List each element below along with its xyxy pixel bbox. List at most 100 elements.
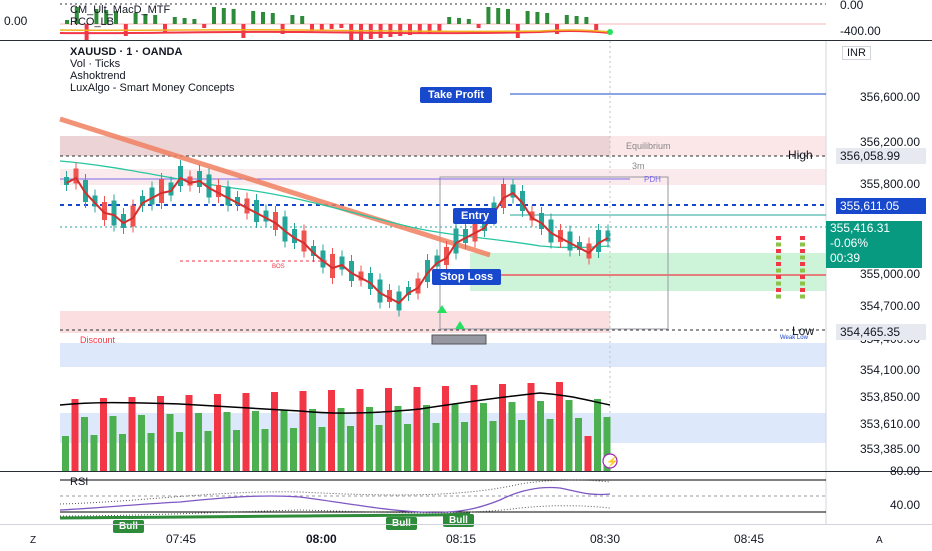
volume-bar	[423, 405, 430, 471]
volume-bar	[461, 422, 468, 471]
candle	[586, 237, 592, 265]
volume-bar	[318, 427, 326, 471]
candle	[396, 285, 402, 317]
signal-marker	[800, 268, 805, 273]
price-axis-label: 355,000.00	[859, 267, 920, 281]
pdh-label: PDH	[644, 175, 661, 184]
signal-marker	[800, 255, 805, 260]
candle	[244, 192, 250, 220]
discount-label: Discount	[80, 335, 116, 345]
macd-bar	[261, 12, 265, 24]
macd-bar	[212, 7, 216, 24]
macd-bar	[192, 19, 197, 24]
candle	[216, 179, 221, 203]
volume-bar	[90, 435, 98, 471]
macd-bar	[555, 24, 559, 34]
candle	[121, 208, 126, 234]
pane-divider[interactable]	[0, 471, 932, 472]
volume-bar	[442, 386, 449, 471]
macd-bar	[525, 11, 530, 24]
macd-bar	[329, 24, 334, 29]
price-chart[interactable]: ⚡	[0, 41, 932, 471]
macd-bar	[270, 13, 275, 24]
macd-bar	[584, 17, 589, 24]
volume-bar	[157, 396, 164, 471]
macd-bar	[104, 10, 109, 24]
macd-bar	[417, 24, 422, 34]
price-axis-label: 355,800.00	[859, 177, 920, 191]
macd-bar	[398, 24, 403, 36]
volume-bar	[185, 395, 193, 471]
bull-label: Bull	[443, 514, 474, 527]
candle	[178, 160, 183, 192]
volume-bar	[100, 398, 107, 471]
volume-bar	[575, 418, 582, 471]
volume-bar	[451, 404, 459, 471]
volume-bar	[204, 431, 212, 471]
signal-marker	[776, 255, 781, 260]
candle	[510, 178, 516, 204]
candle	[529, 205, 535, 227]
volume-bar	[508, 402, 516, 471]
candle	[168, 176, 174, 202]
candle	[520, 185, 525, 217]
time-axis[interactable]: Z A	[0, 524, 932, 551]
rsi-pane: RSI Bull Bull Bull 80.00 40.00	[0, 464, 932, 533]
candle	[273, 206, 278, 236]
volume-bar	[138, 415, 145, 471]
candle	[159, 173, 164, 209]
candle	[187, 170, 193, 192]
volume-bar	[109, 416, 117, 471]
entry-label[interactable]: Entry	[453, 208, 498, 224]
macd-bar	[594, 24, 599, 30]
rsi-title[interactable]: RSI	[70, 476, 89, 488]
volume-bar	[546, 419, 554, 471]
volume-bar	[556, 382, 563, 471]
signal-marker	[800, 236, 805, 240]
macd-bar	[457, 18, 461, 24]
candle	[64, 171, 69, 191]
legend-ashoktrend[interactable]: Ashoktrend	[70, 70, 126, 82]
volume-bar	[195, 413, 202, 471]
candle	[292, 223, 297, 249]
macd-bar	[427, 24, 432, 33]
legend-smc[interactable]: LuxAlgo - Smart Money Concepts	[70, 82, 235, 94]
timezone-toggle-icon[interactable]: Z	[30, 535, 37, 546]
signal-marker	[776, 268, 781, 273]
legend-volume[interactable]: Vol · Ticks	[70, 58, 121, 70]
macd-bar	[466, 19, 471, 24]
macd-bar	[231, 9, 236, 24]
candle	[415, 272, 421, 300]
volume-bar	[394, 406, 402, 471]
macd-bar	[319, 24, 324, 30]
volume-bar	[261, 429, 269, 471]
volume-bar	[518, 420, 525, 471]
auto-scale-toggle-icon[interactable]: A	[876, 535, 883, 546]
symbol-title[interactable]: XAUUSD · 1 · OANDA	[70, 46, 183, 58]
macd-bar	[114, 11, 118, 24]
main-pane: ⚡ XAUUSD · 1 · OANDA Vol · Ticks Ashoktr…	[0, 41, 932, 471]
price-axis-label: 354,100.00	[859, 363, 920, 377]
currency-label[interactable]: INR	[842, 46, 871, 60]
volume-bar	[290, 428, 297, 471]
equilibrium-label: Equilibrium	[626, 141, 671, 151]
candle	[425, 254, 430, 288]
candle	[605, 224, 611, 248]
macd-bar	[94, 9, 99, 24]
macd-bar	[202, 24, 207, 28]
stop-loss-label[interactable]: Stop Loss	[432, 269, 502, 285]
pane-divider[interactable]	[0, 40, 932, 41]
rsi-chart[interactable]	[0, 472, 932, 524]
macd-bar	[310, 24, 314, 31]
candle	[92, 189, 98, 213]
take-profit-label[interactable]: Take Profit	[420, 87, 493, 103]
macd-bar	[153, 15, 158, 24]
time-label: 08:00	[306, 532, 337, 546]
candle	[463, 223, 468, 249]
candle	[320, 244, 326, 274]
volume-bar	[499, 384, 506, 471]
volume-bar	[432, 423, 440, 471]
signal-marker	[776, 242, 781, 247]
candle	[102, 196, 107, 226]
volume-bar	[128, 397, 136, 471]
